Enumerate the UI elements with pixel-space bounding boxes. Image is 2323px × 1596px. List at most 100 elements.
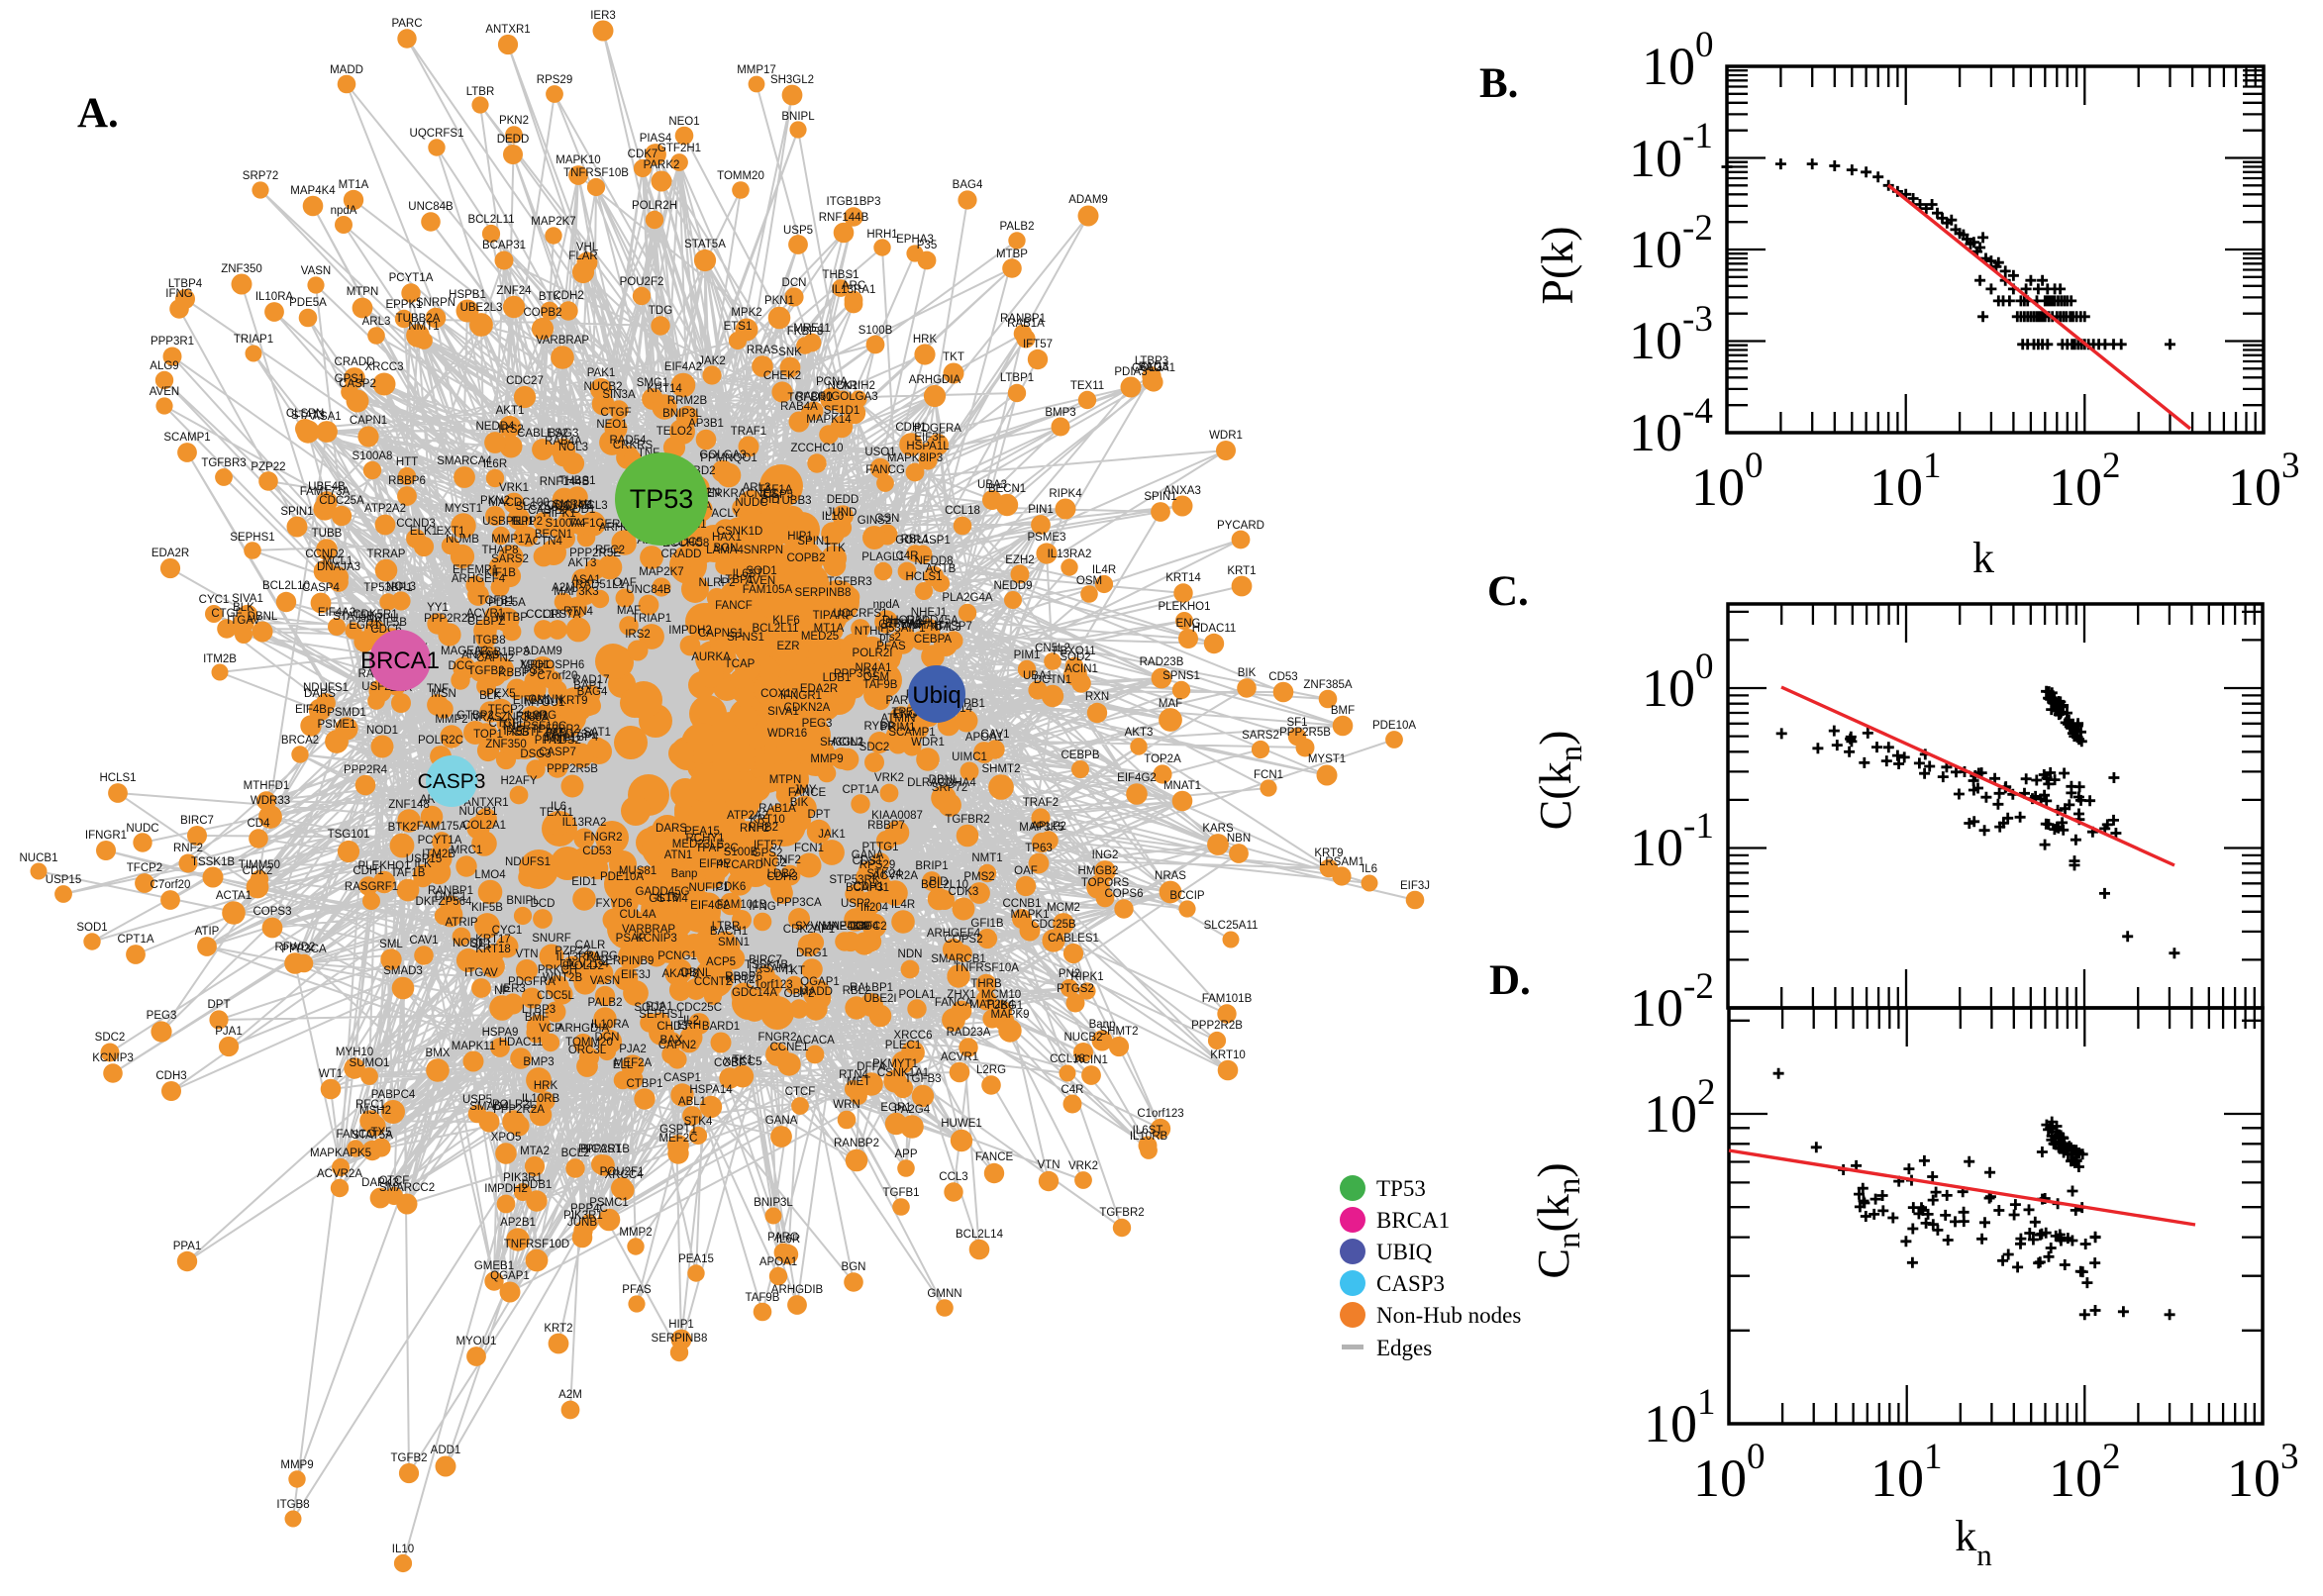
svg-text:TKT: TKT [943,351,964,363]
svg-text:EDA2R: EDA2R [152,548,189,559]
svg-text:CASP7: CASP7 [935,621,972,633]
svg-text:HDAC11: HDAC11 [499,1037,544,1048]
svg-text:UNC84B: UNC84B [408,201,454,213]
svg-text:POLR2C: POLR2C [418,735,463,747]
svg-text:SCAMP1: SCAMP1 [163,432,210,444]
svg-text:MAPK9: MAPK9 [991,1009,1030,1021]
svg-text:IL10: IL10 [392,1544,414,1555]
svg-text:TUBG1: TUBG1 [985,1000,1023,1012]
svg-text:ARC: ARC [842,280,865,292]
svg-text:PLAGL1: PLAGL1 [861,551,904,563]
svg-text:GINS2: GINS2 [858,515,892,527]
svg-text:MMP17: MMP17 [737,64,776,76]
svg-text:AP2B1: AP2B1 [500,1217,536,1229]
svg-text:COPS3: COPS3 [253,906,292,918]
svg-text:VRK2: VRK2 [874,772,904,784]
svg-text:10: 10 [1629,403,1682,462]
svg-text:MET: MET [847,1076,870,1088]
svg-text:USP15: USP15 [406,853,442,865]
svg-text:SOD1: SOD1 [76,922,107,934]
svg-text:BCL2L11: BCL2L11 [467,214,514,226]
svg-text:ACIN1: ACIN1 [1074,1054,1108,1066]
svg-text:ARL3: ARL3 [743,482,771,494]
svg-text:KRT1: KRT1 [1227,565,1256,577]
svg-text:VASN: VASN [301,265,331,277]
svg-text:TGFBR2: TGFBR2 [945,814,989,826]
svg-text:TNFRSF10A: TNFRSF10A [954,962,1019,974]
svg-text:DCD: DCD [531,898,556,910]
svg-text:10: 10 [2049,457,2102,517]
svg-text:TSG101: TSG101 [328,829,370,841]
svg-text:IRS2: IRS2 [498,424,524,436]
svg-text:VHL: VHL [576,242,599,253]
svg-text:BCAP31: BCAP31 [846,882,889,894]
svg-text:DBF4: DBF4 [850,921,879,933]
svg-text:DDB1: DDB1 [522,1179,553,1191]
svg-text:STAT3: STAT3 [291,410,325,422]
svg-text:JAK1: JAK1 [818,829,846,841]
svg-text:MAP3K5: MAP3K5 [1019,822,1063,834]
svg-text:RBBP6: RBBP6 [388,475,426,487]
svg-text:CDC5L: CDC5L [537,990,574,1002]
svg-text:10: 10 [1629,129,1682,188]
svg-text:MAPK1: MAPK1 [1011,909,1050,921]
svg-text:0: 0 [1745,446,1764,486]
svg-text:RAB4A: RAB4A [780,401,818,413]
svg-text:ATP2A2: ATP2A2 [727,810,768,822]
svg-text:DCC: DCC [449,660,473,672]
svg-text:C7orf20: C7orf20 [151,879,191,891]
svg-text:UQCRFS1: UQCRFS1 [834,608,888,620]
svg-text:DKFZP564: DKFZP564 [416,896,472,908]
svg-text:0: 0 [1695,25,1714,65]
svg-text:MTPN: MTPN [347,286,379,298]
svg-text:CCND2: CCND2 [305,549,345,560]
svg-text:DEDD: DEDD [827,494,859,506]
svg-text:PFAS: PFAS [876,641,906,652]
svg-text:SRP72: SRP72 [243,170,278,182]
svg-text:ADAM9: ADAM9 [523,646,562,657]
svg-text:SPIN1: SPIN1 [797,536,830,548]
svg-text:CCL3: CCL3 [578,500,607,512]
svg-text:DCTN1: DCTN1 [1034,674,1071,686]
svg-text:MYH10: MYH10 [336,1047,373,1058]
svg-text:P35: P35 [917,240,937,251]
svg-text:APLP2: APLP2 [1031,821,1066,833]
svg-text:ARHGEF4: ARHGEF4 [927,928,981,940]
svg-text:DAPK3: DAPK3 [361,1177,399,1189]
svg-text:PALB2: PALB2 [1000,221,1035,233]
svg-text:ANXA3: ANXA3 [1163,485,1201,497]
svg-text:PMS2: PMS2 [963,871,994,883]
svg-text:ATN1: ATN1 [664,849,693,861]
svg-text:SLC25A11: SLC25A11 [516,501,570,513]
svg-text:NEO1: NEO1 [596,419,627,431]
svg-text:LTBR: LTBR [466,86,495,98]
svg-text:CDH1: CDH1 [853,881,883,893]
svg-text:TP53BP1: TP53BP1 [363,582,412,594]
svg-text:IFNGR1: IFNGR1 [780,690,822,702]
svg-text:UBE2L3: UBE2L3 [460,302,503,314]
svg-text:PDE5A: PDE5A [289,297,327,309]
svg-text:CEBPB: CEBPB [1061,749,1100,761]
svg-text:CCNE1: CCNE1 [770,1042,809,1053]
svg-text:UBA3: UBA3 [977,479,1007,491]
svg-text:SPNS1: SPNS1 [1162,670,1200,682]
svg-text:RYBP: RYBP [863,721,894,733]
svg-text:MYOU1: MYOU1 [456,1336,497,1347]
svg-text:PPP3R1: PPP3R1 [834,668,877,680]
svg-text:S100A4: S100A4 [546,518,587,530]
svg-text:IL10RB: IL10RB [522,1093,560,1105]
svg-text:RAD51L1: RAD51L1 [575,579,625,591]
svg-text:DRG1: DRG1 [796,948,828,959]
svg-text:SCAMP1: SCAMP1 [888,727,935,739]
svg-text:LRSAM1: LRSAM1 [749,963,794,975]
svg-text:NUDC: NUDC [735,497,767,509]
svg-text:PA2G4: PA2G4 [894,1104,931,1116]
svg-text:BECN1: BECN1 [535,529,572,541]
svg-text:IL13RA1: IL13RA1 [832,284,876,296]
svg-text:CRADD: CRADD [661,549,702,560]
svg-text:CTGF: CTGF [211,608,242,620]
svg-text:IL13RA2: IL13RA2 [562,817,607,829]
svg-text:B.: B. [1479,60,1518,107]
svg-text:USO1: USO1 [864,447,895,458]
svg-text:MUS81: MUS81 [619,865,656,877]
